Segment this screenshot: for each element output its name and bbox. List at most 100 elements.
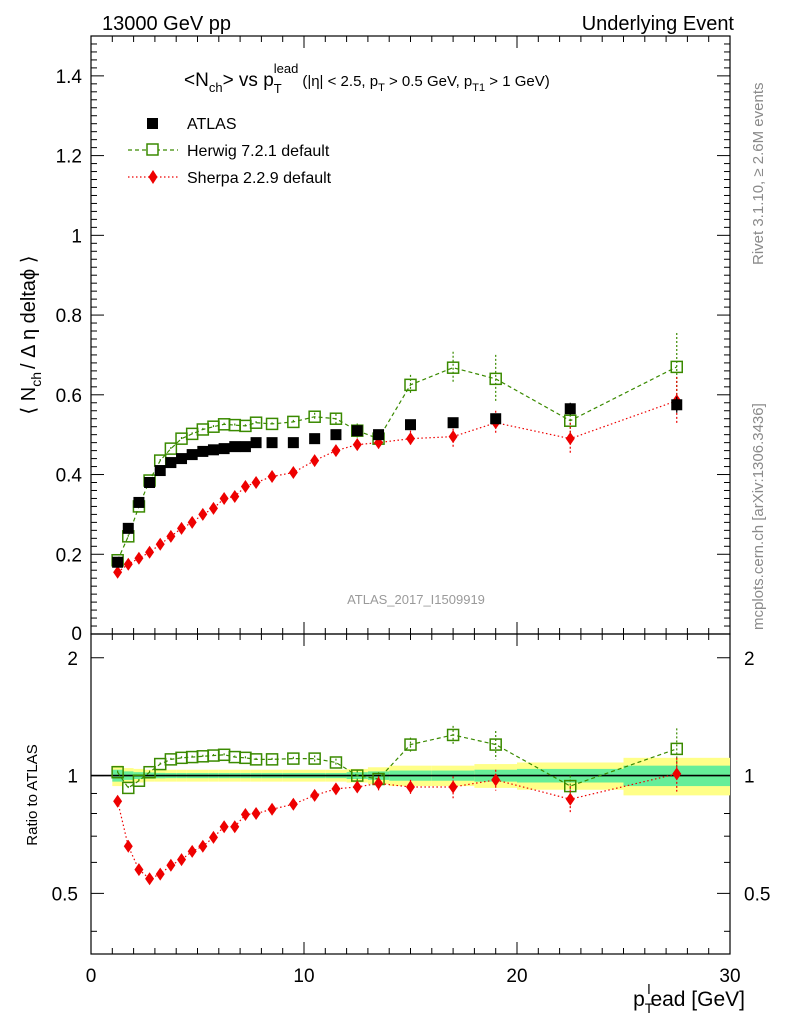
plot-title: <Nch> vs pTlead(|η| < 2.5, pT > 0.5 GeV,… (184, 61, 550, 96)
sherpa-point (145, 872, 155, 886)
herwig-point (489, 372, 502, 386)
herwig-point (185, 427, 199, 441)
sherpa-point (134, 863, 144, 877)
sherpa-point (310, 454, 320, 468)
herwig-point (329, 756, 343, 769)
analysis-watermark: ATLAS_2017_I1509919 (347, 592, 485, 607)
herwig-point (207, 420, 220, 433)
sherpa-point (251, 806, 261, 820)
legend-sherpa-marker (148, 170, 158, 184)
herwig-point (153, 757, 167, 771)
atlas-point (154, 465, 166, 477)
tick-labels: 0 10 20 30 0.2 0.4 0.6 0.8 1 1.2 1.4 0 0.5 0.5 1 1 2 2 (52, 67, 771, 987)
legend-herwig-label: Herwig 7.2.1 default (187, 143, 330, 160)
herwig-point (239, 419, 252, 433)
herwig-point (446, 361, 460, 374)
herwig-point (404, 378, 417, 392)
atlas-point (447, 417, 459, 429)
main-y-tick-label-zero: 0 (71, 624, 82, 645)
herwig-point (249, 753, 263, 766)
header-left: 13000 GeV pp (102, 13, 231, 35)
atlas-point (266, 437, 278, 449)
sherpa-point (331, 782, 341, 796)
sherpa-point (352, 438, 362, 452)
sherpa-point (177, 853, 187, 867)
series-line (117, 366, 678, 561)
sherpa-point (219, 491, 229, 505)
herwig-point (122, 781, 135, 795)
atlas-point (133, 496, 145, 508)
legend: ATLAS Herwig 7.2.1 default Sherpa 2.2.9 … (128, 116, 332, 187)
sherpa-point (187, 844, 197, 858)
sherpa-point (123, 839, 133, 853)
main-y-axis-label: ⟨ Nch/ Δ η deltaϕ ⟩ (18, 255, 44, 414)
ratio-y-tick-label-right: 2 (744, 649, 755, 670)
atlas-point (165, 457, 177, 469)
sherpa-point (230, 820, 240, 834)
sherpa-point (672, 767, 682, 781)
atlas-point (564, 403, 576, 415)
legend-sherpa-label: Sherpa 2.2.9 default (187, 170, 332, 187)
sherpa-point (288, 797, 298, 811)
herwig-point (111, 765, 124, 779)
sherpa-point (288, 466, 298, 480)
herwig-point (564, 414, 577, 427)
atlas-point (122, 522, 134, 534)
atlas-point (250, 437, 262, 449)
x-axis-label: pTlead [GeV] (633, 981, 745, 1016)
herwig-point (670, 360, 683, 374)
atlas-point (197, 445, 209, 457)
sherpa-point (448, 780, 458, 794)
ratio-y-axis-label: Ratio to ATLAS (24, 744, 41, 845)
sherpa-point (155, 867, 165, 881)
x-tick-label: 20 (506, 966, 527, 987)
axis-ticks (90, 35, 731, 954)
sherpa-point (166, 529, 176, 543)
sherpa-point (145, 545, 155, 559)
sherpa-point (448, 430, 458, 444)
ratio-y-tick-label: 2 (67, 649, 78, 670)
herwig-point (175, 751, 188, 765)
atlas-point (144, 477, 156, 489)
sherpa-point (374, 776, 384, 790)
atlas-point (239, 441, 251, 453)
sherpa-point (208, 830, 218, 844)
ratio-y-tick-label: 1 (67, 767, 78, 788)
ratio-y-tick-label-right: 1 (744, 767, 755, 788)
main-y-tick-label: 0.6 (56, 386, 82, 407)
herwig-point (287, 415, 300, 429)
sherpa-point (240, 479, 250, 493)
sherpa-point (565, 792, 575, 806)
herwig-point (308, 752, 321, 765)
herwig-point (329, 412, 343, 425)
main-y-tick-label: 0.8 (56, 306, 82, 327)
atlas-point (351, 425, 363, 437)
herwig-point (217, 748, 231, 762)
herwig-point (217, 418, 231, 431)
data-marks (111, 333, 683, 886)
herwig-point (308, 410, 321, 423)
herwig-point (249, 416, 263, 429)
sherpa-point (352, 780, 362, 794)
atlas-point (218, 443, 230, 455)
sherpa-point (251, 476, 261, 490)
sherpa-point (331, 444, 341, 458)
atlas-point (186, 449, 198, 461)
herwig-point (351, 769, 364, 782)
main-y-tick-label: 0.2 (56, 545, 82, 566)
herwig-point (404, 738, 417, 751)
atlas-point (112, 556, 124, 568)
herwig-point (153, 454, 167, 467)
atlas-point (373, 429, 385, 441)
rivet-side-label: Rivet 3.1.10, ≥ 2.6M events (750, 83, 767, 266)
herwig-point (196, 750, 210, 763)
main-y-tick-label: 0.4 (56, 466, 83, 487)
atlas-point (309, 433, 321, 445)
herwig-point (228, 418, 242, 432)
ratio-y-tick-label: 0.5 (52, 884, 78, 905)
herwig-point (207, 749, 220, 762)
sherpa-point (134, 551, 144, 565)
herwig-point (143, 765, 156, 779)
herwig-point (228, 750, 242, 764)
atlas-point (287, 437, 299, 449)
